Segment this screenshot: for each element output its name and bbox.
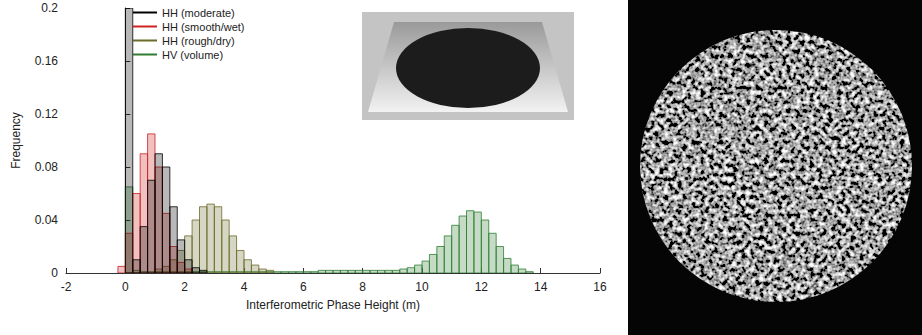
svg-text:Interferometric Phase Height (: Interferometric Phase Height (m) [246,298,420,312]
svg-text:6: 6 [300,280,307,294]
svg-text:0.2: 0.2 [41,1,58,15]
svg-text:-2: -2 [61,280,72,294]
svg-text:16: 16 [593,280,607,294]
svg-text:0.16: 0.16 [35,54,59,68]
svg-text:0.12: 0.12 [35,107,59,121]
svg-text:HH (smooth/wet): HH (smooth/wet) [162,21,245,33]
svg-text:2: 2 [181,280,188,294]
svg-text:HV (volume): HV (volume) [162,49,223,61]
svg-text:HH (rough/dry): HH (rough/dry) [162,35,235,47]
svg-text:4: 4 [241,280,248,294]
svg-text:14: 14 [534,280,548,294]
svg-text:Frequency: Frequency [9,112,23,169]
svg-text:0: 0 [122,280,129,294]
svg-text:8: 8 [359,280,366,294]
svg-text:10: 10 [415,280,429,294]
svg-text:12: 12 [475,280,489,294]
svg-text:0.04: 0.04 [35,213,59,227]
svg-text:0: 0 [51,266,58,280]
svg-text:HH (moderate): HH (moderate) [162,7,235,19]
svg-text:0.08: 0.08 [35,160,59,174]
